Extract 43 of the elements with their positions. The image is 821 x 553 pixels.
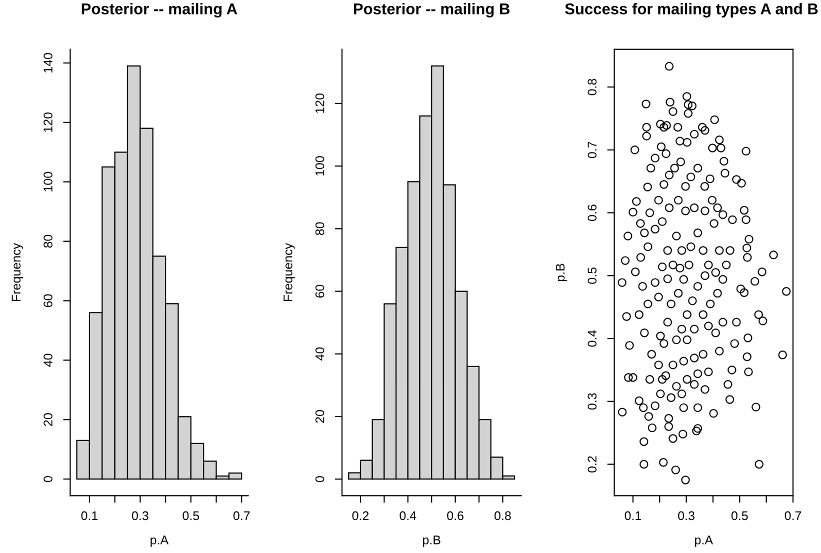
y-tick-label: 0 xyxy=(44,476,52,482)
x-tick-label: 0.6 xyxy=(447,511,464,520)
x-tick-label: 0.5 xyxy=(182,511,200,520)
y-tick-label: 60 xyxy=(44,294,52,308)
x-tick-label: 0.4 xyxy=(400,511,416,520)
chart-title: Posterior -- mailing B xyxy=(354,2,510,18)
y-tick-label: 0.3 xyxy=(588,393,597,410)
y-tick-label: 40 xyxy=(315,347,324,361)
chart-title: Posterior -- mailing A xyxy=(82,2,238,18)
y-tick-label: 80 xyxy=(315,222,324,236)
x-tick-label: 0.7 xyxy=(784,511,802,520)
x-axis-title: p.A xyxy=(695,536,714,547)
y-tick-label: 120 xyxy=(44,112,52,132)
x-tick-label: 0.7 xyxy=(233,511,250,520)
x-tick-label: 0.3 xyxy=(132,511,148,520)
x-tick-label: 0.8 xyxy=(494,511,511,520)
y-tick-label: 120 xyxy=(315,94,324,113)
x-tick-label: 0.1 xyxy=(81,511,98,520)
x-tick-label: 0.5 xyxy=(731,511,748,520)
y-tick-label: 40 xyxy=(44,354,52,367)
y-tick-label: 0 xyxy=(315,476,324,482)
y-tick-label: 20 xyxy=(315,410,324,423)
y-tick-label: 0.6 xyxy=(588,204,597,221)
y-tick-label: 0.5 xyxy=(588,267,597,284)
y-axis-title: p.B xyxy=(556,264,568,282)
y-tick-label: 0.4 xyxy=(588,330,597,347)
y-tick-label: 0.8 xyxy=(588,78,597,96)
y-axis-title: Frequency xyxy=(12,242,24,301)
x-axis-title: p.A xyxy=(150,536,169,547)
x-tick-label: 0.3 xyxy=(678,511,694,520)
y-tick-label: 100 xyxy=(44,172,52,192)
y-tick-label: 80 xyxy=(44,234,52,248)
y-tick-label: 140 xyxy=(44,53,52,72)
x-axis-title: p.B xyxy=(423,536,440,547)
x-tick-label: 0.1 xyxy=(624,511,642,520)
y-tick-label: 100 xyxy=(315,156,324,176)
x-tick-label: 0.2 xyxy=(352,511,369,520)
y-tick-label: 0.7 xyxy=(588,142,597,158)
y-axis-title: Frequency xyxy=(284,242,295,301)
chart-title: Success for mailing types A and B xyxy=(565,2,818,18)
y-tick-label: 20 xyxy=(44,413,52,426)
y-tick-label: 0.2 xyxy=(588,456,597,472)
y-tick-label: 60 xyxy=(315,284,324,298)
